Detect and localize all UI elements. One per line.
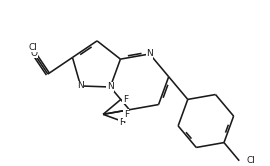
Text: F: F xyxy=(124,110,129,119)
Text: Cl: Cl xyxy=(246,156,255,165)
Text: F: F xyxy=(123,95,128,104)
Text: O: O xyxy=(30,49,37,58)
Text: Cl: Cl xyxy=(29,43,38,52)
Text: F: F xyxy=(119,118,124,127)
Text: N: N xyxy=(146,49,153,58)
Text: N: N xyxy=(77,82,84,90)
Text: N: N xyxy=(107,83,114,91)
